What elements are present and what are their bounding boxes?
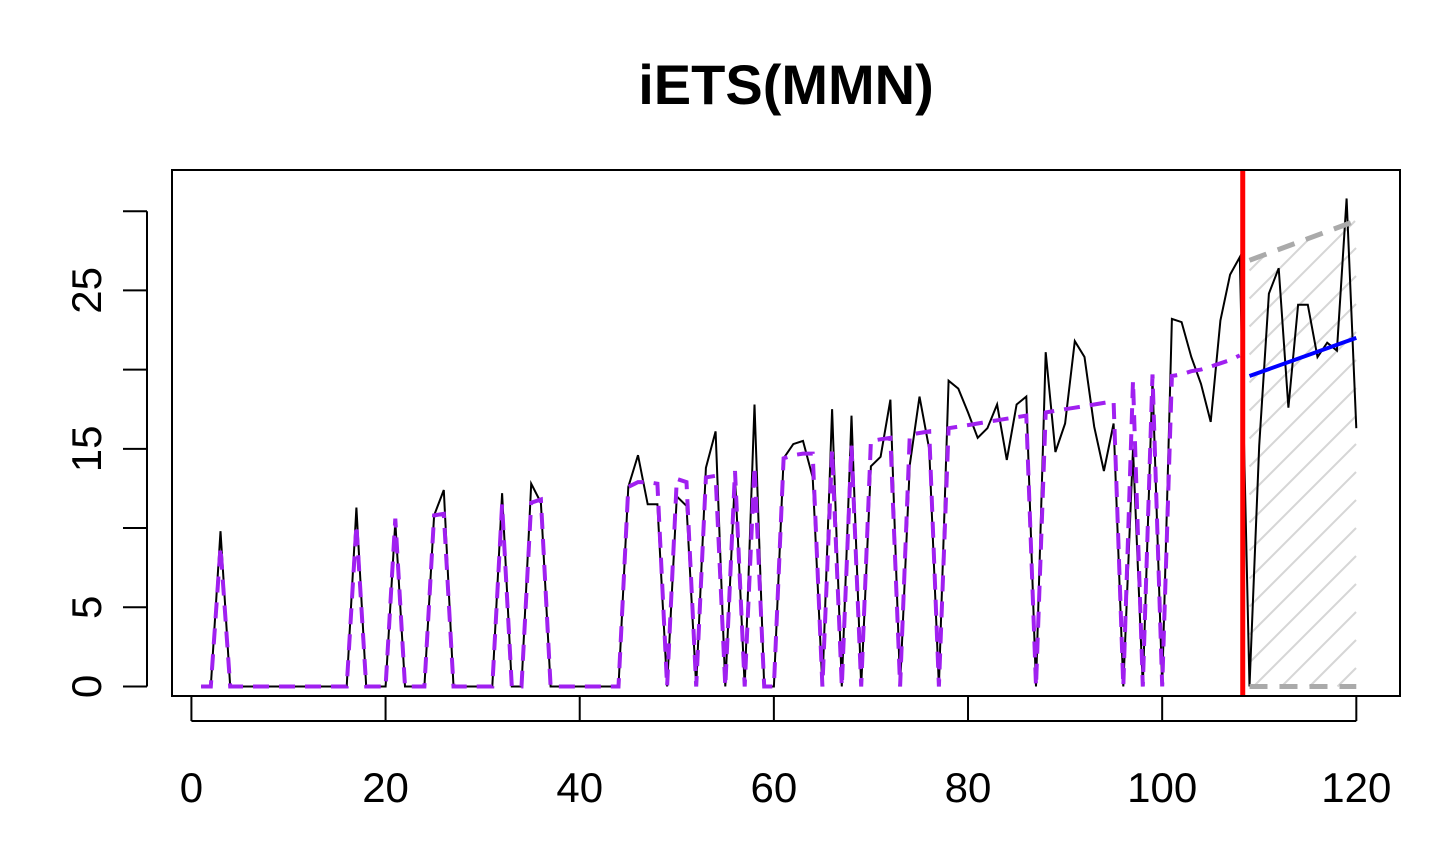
plot-frame: [171, 169, 1401, 697]
interval-hatch-line: [1248, 555, 1357, 664]
x-tick-label: 80: [945, 764, 992, 811]
interval-hatch-line: [1336, 667, 1357, 688]
interval-hatch-line: [1248, 527, 1357, 636]
interval-hatch-line: [1248, 499, 1357, 608]
interval-hatch-line: [1248, 359, 1357, 468]
forecast-line: [1248, 336, 1357, 378]
interval-hatch-line: [1252, 583, 1357, 688]
interval-hatch-line: [1248, 471, 1357, 580]
fitted-line: [201, 353, 1241, 689]
interval-hatch-line: [1280, 611, 1357, 688]
y-tick-label: 5: [63, 596, 110, 619]
y-tick-label: 25: [63, 267, 110, 314]
interval-hatch-line: [1248, 387, 1357, 496]
interval-hatch-line: [1248, 247, 1357, 356]
interval-hatch-line: [1248, 415, 1357, 524]
interval-hatch-line: [1248, 331, 1357, 440]
chart-title: iETS(MMN): [638, 53, 934, 116]
x-tick-label: 60: [751, 764, 798, 811]
upper-interval-line: [1248, 218, 1358, 263]
x-tick-label: 120: [1321, 764, 1391, 811]
x-tick-label: 100: [1127, 764, 1197, 811]
interval-hatch-line: [1248, 275, 1357, 384]
interval-hatch-line: [1248, 443, 1357, 552]
interval-hatch-line: [1308, 639, 1357, 688]
x-tick-label: 40: [556, 764, 603, 811]
y-tick-label: 15: [63, 425, 110, 472]
x-tick-label: 0: [180, 764, 203, 811]
y-tick-label: 0: [63, 675, 110, 698]
x-tick-label: 20: [362, 764, 409, 811]
interval-hatch-line: [1248, 236, 1312, 300]
